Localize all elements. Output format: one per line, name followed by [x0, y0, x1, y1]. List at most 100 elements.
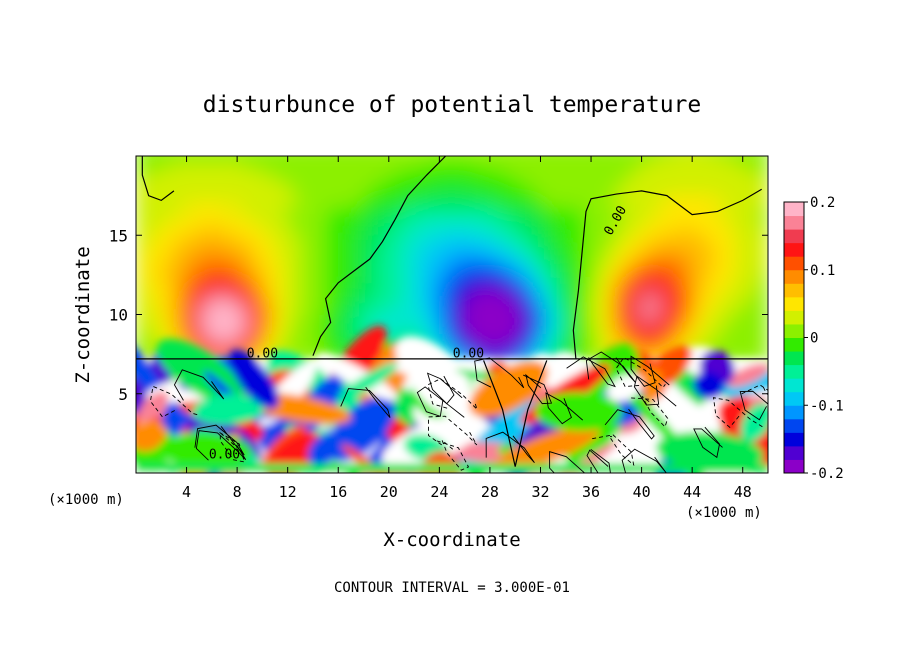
field-cell — [312, 225, 320, 233]
field-cell — [590, 314, 598, 322]
field-cell — [186, 143, 193, 150]
field-cell — [691, 263, 699, 271]
field-cell — [628, 156, 636, 157]
field-cell — [381, 244, 390, 252]
field-cell — [748, 193, 756, 201]
field-cell — [558, 333, 567, 341]
field-cell — [539, 187, 548, 195]
field-cell — [489, 333, 497, 341]
field-cell — [198, 345, 207, 354]
field-cell — [438, 187, 447, 195]
field-cell — [698, 143, 705, 150]
field-cell — [628, 174, 636, 182]
field-cell — [641, 250, 649, 258]
field-cell — [489, 156, 497, 157]
x-tick-label: 8 — [233, 483, 242, 501]
field-cell — [318, 275, 327, 284]
field-cell — [761, 143, 768, 150]
field-cell — [653, 345, 662, 354]
field-cell — [508, 301, 516, 309]
field-cell — [761, 352, 768, 360]
field-cell — [495, 231, 504, 239]
field-cell — [679, 218, 687, 227]
field-cell — [280, 250, 289, 258]
field-cell — [141, 231, 150, 239]
field-cell — [476, 156, 485, 157]
field-cell — [407, 174, 415, 182]
field-cell — [704, 275, 712, 284]
field-cell — [198, 250, 207, 258]
field-cell — [280, 263, 289, 271]
field-cell — [502, 333, 510, 341]
field-cell — [723, 143, 730, 150]
field-cell — [192, 161, 200, 170]
field-cell — [148, 143, 155, 150]
field-cell — [388, 275, 396, 284]
field-cell — [647, 237, 655, 246]
field-cell — [660, 275, 668, 284]
field-cell — [369, 237, 377, 246]
field-cell — [590, 339, 598, 347]
field-cell — [375, 156, 383, 157]
field-cell — [742, 212, 750, 220]
field-cell — [192, 193, 200, 201]
field-cell — [154, 212, 162, 220]
field-cell — [400, 256, 409, 265]
field-cell — [716, 250, 725, 258]
field-cell — [539, 244, 548, 252]
field-cell — [136, 143, 143, 150]
field-cell — [451, 237, 459, 246]
field-cell — [167, 156, 175, 163]
field-cell — [577, 314, 586, 322]
field-cell — [154, 244, 162, 252]
field-cell — [653, 275, 662, 284]
field-cell — [571, 174, 579, 182]
field-cell — [679, 212, 687, 220]
field-cell — [230, 193, 238, 201]
field-cell — [641, 212, 649, 220]
field-cell — [306, 231, 314, 239]
field-cell — [489, 250, 497, 258]
field-cell — [508, 314, 516, 322]
field-cell — [647, 307, 655, 315]
field-cell — [697, 237, 706, 246]
field-cell — [451, 352, 459, 360]
field-cell — [337, 345, 346, 354]
field-cell — [192, 244, 200, 252]
field-cell — [192, 156, 200, 157]
field-cell — [400, 199, 409, 208]
field-cell — [590, 231, 598, 239]
field-cell — [160, 156, 169, 157]
field-cell — [400, 288, 409, 296]
field-cell — [495, 294, 504, 303]
field-cell — [470, 339, 478, 347]
field-cell — [432, 301, 440, 309]
field-cell — [521, 250, 529, 258]
contour-lower — [631, 396, 669, 428]
field-cell — [242, 250, 251, 258]
field-cell — [483, 244, 491, 252]
field-cell — [148, 250, 156, 258]
field-cell — [716, 275, 725, 284]
field-cell — [293, 168, 301, 176]
field-cell — [521, 288, 529, 296]
field-cell — [217, 294, 225, 303]
field-cell — [660, 231, 668, 239]
field-cell — [495, 256, 504, 265]
field-cell — [223, 212, 232, 220]
field-cell — [230, 282, 238, 290]
field-cell — [754, 156, 763, 157]
field-cell — [179, 294, 188, 303]
field-cell — [748, 199, 756, 208]
field-cell — [539, 333, 548, 341]
field-cell — [280, 320, 289, 328]
field-cell — [710, 256, 718, 265]
field-cell — [571, 156, 579, 157]
field-cell — [400, 275, 409, 284]
field-cell — [375, 244, 383, 252]
field-cell — [432, 168, 440, 176]
field-cell — [477, 143, 484, 150]
colorbar-tick-label: -0.1 — [810, 398, 844, 414]
field-cell — [293, 326, 301, 335]
field-cell — [179, 326, 188, 335]
